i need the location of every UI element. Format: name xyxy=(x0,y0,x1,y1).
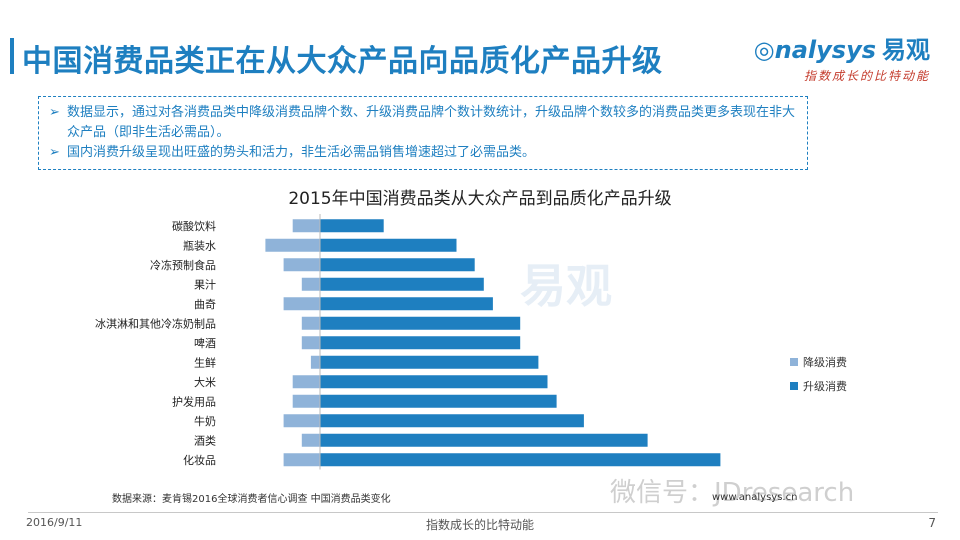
bar-downgrade xyxy=(283,258,320,272)
insight-box: ➢ 数据显示，通过对各消费品类中降级消费品牌个数、升级消费品牌个数计数统计，升级… xyxy=(38,96,808,170)
bar-downgrade xyxy=(301,336,320,350)
bar-upgrade xyxy=(320,394,557,408)
arrow-bullet-icon: ➢ xyxy=(49,145,60,160)
footer-divider xyxy=(28,512,938,513)
bar-downgrade xyxy=(301,316,320,330)
bar-downgrade xyxy=(301,433,320,447)
insight-bullet: ➢ 数据显示，通过对各消费品类中降级消费品牌个数、升级消费品牌个数计数统计，升级… xyxy=(49,103,797,143)
legend-swatch-upgrade xyxy=(790,382,798,390)
chart-legend: 降级消费 升级消费 xyxy=(790,354,847,402)
bar-upgrade xyxy=(320,277,484,291)
category-label: 护发用品 xyxy=(172,394,216,408)
bar-upgrade xyxy=(320,355,539,369)
legend-item-downgrade: 降级消费 xyxy=(790,354,847,370)
analysys-logo: ◎nalysys 易观 指数成长的比特动能 xyxy=(754,30,930,84)
bar-upgrade xyxy=(320,375,548,389)
logo-mark-icon: ◎ xyxy=(753,36,775,64)
bar-downgrade xyxy=(265,238,320,252)
logo-tagline: 指数成长的比特动能 xyxy=(803,69,930,83)
bar-downgrade xyxy=(283,414,320,428)
legend-label-upgrade: 升级消费 xyxy=(803,380,847,393)
bar-upgrade xyxy=(320,297,493,311)
bar-chart: 碳酸饮料瓶装水冷冻预制食品果汁曲奇冰淇淋和其他冷冻奶制品啤酒生鲜大米护发用品牛奶… xyxy=(95,214,721,470)
page-number: 7 xyxy=(928,516,936,530)
legend-item-upgrade: 升级消费 xyxy=(790,378,847,394)
category-label: 曲奇 xyxy=(194,298,216,311)
insight-text-1: 数据显示，通过对各消费品类中降级消费品牌个数、升级消费品牌个数计数统计，升级品牌… xyxy=(67,105,796,140)
category-label: 大米 xyxy=(194,375,216,389)
logo-cn: 易观 xyxy=(882,36,930,64)
category-label: 化妆品 xyxy=(183,453,216,467)
category-label: 冷冻预制食品 xyxy=(150,258,216,272)
arrow-bullet-icon: ➢ xyxy=(49,105,60,120)
wechat-watermark: 微信号：JDresearch xyxy=(610,478,855,508)
chart-title: 2015年中国消费品类从大众产品到品质化产品升级 xyxy=(288,189,672,209)
watermark-logo: 易观 xyxy=(520,259,612,313)
bar-upgrade xyxy=(320,258,475,272)
bar-upgrade xyxy=(320,433,648,447)
category-label: 瓶装水 xyxy=(183,238,216,252)
category-label: 酒类 xyxy=(194,433,216,447)
bar-upgrade xyxy=(320,316,521,330)
bar-downgrade xyxy=(292,375,320,389)
category-label: 碳酸饮料 xyxy=(172,219,216,233)
category-label: 生鲜 xyxy=(194,355,216,369)
bar-downgrade xyxy=(283,453,320,467)
bar-upgrade xyxy=(320,238,457,252)
bar-upgrade xyxy=(320,453,721,467)
bar-upgrade xyxy=(320,414,584,428)
title-accent-bar xyxy=(10,38,14,74)
footer-slogan: 指数成长的比特动能 xyxy=(425,518,534,532)
bar-downgrade xyxy=(283,297,320,311)
website-url: www.analysys.cn xyxy=(712,492,798,503)
bar-upgrade xyxy=(320,219,384,233)
legend-label-downgrade: 降级消费 xyxy=(803,356,847,369)
bar-downgrade xyxy=(301,277,320,291)
data-source: 数据来源：麦肯锡2016全球消费者信心调查 中国消费品类变化 xyxy=(112,494,391,505)
bar-downgrade xyxy=(292,394,320,408)
logo-text: nalysys xyxy=(774,36,876,64)
category-label: 啤酒 xyxy=(194,336,216,350)
legend-swatch-downgrade xyxy=(790,358,798,366)
category-label: 冰淇淋和其他冷冻奶制品 xyxy=(95,316,216,330)
insight-bullet: ➢ 国内消费升级呈现出旺盛的势头和活力，非生活必需品销售增速超过了必需品类。 xyxy=(49,143,797,163)
category-label: 果汁 xyxy=(194,278,216,291)
insight-text-2: 国内消费升级呈现出旺盛的势头和活力，非生活必需品销售增速超过了必需品类。 xyxy=(67,145,536,160)
footer-date: 2016/9/11 xyxy=(26,516,83,529)
bar-downgrade xyxy=(292,219,320,233)
category-label: 牛奶 xyxy=(194,414,216,428)
bar-downgrade xyxy=(310,355,320,369)
page-title: 中国消费品类正在从大众产品向品质化产品升级 xyxy=(22,44,663,79)
bar-upgrade xyxy=(320,336,521,350)
